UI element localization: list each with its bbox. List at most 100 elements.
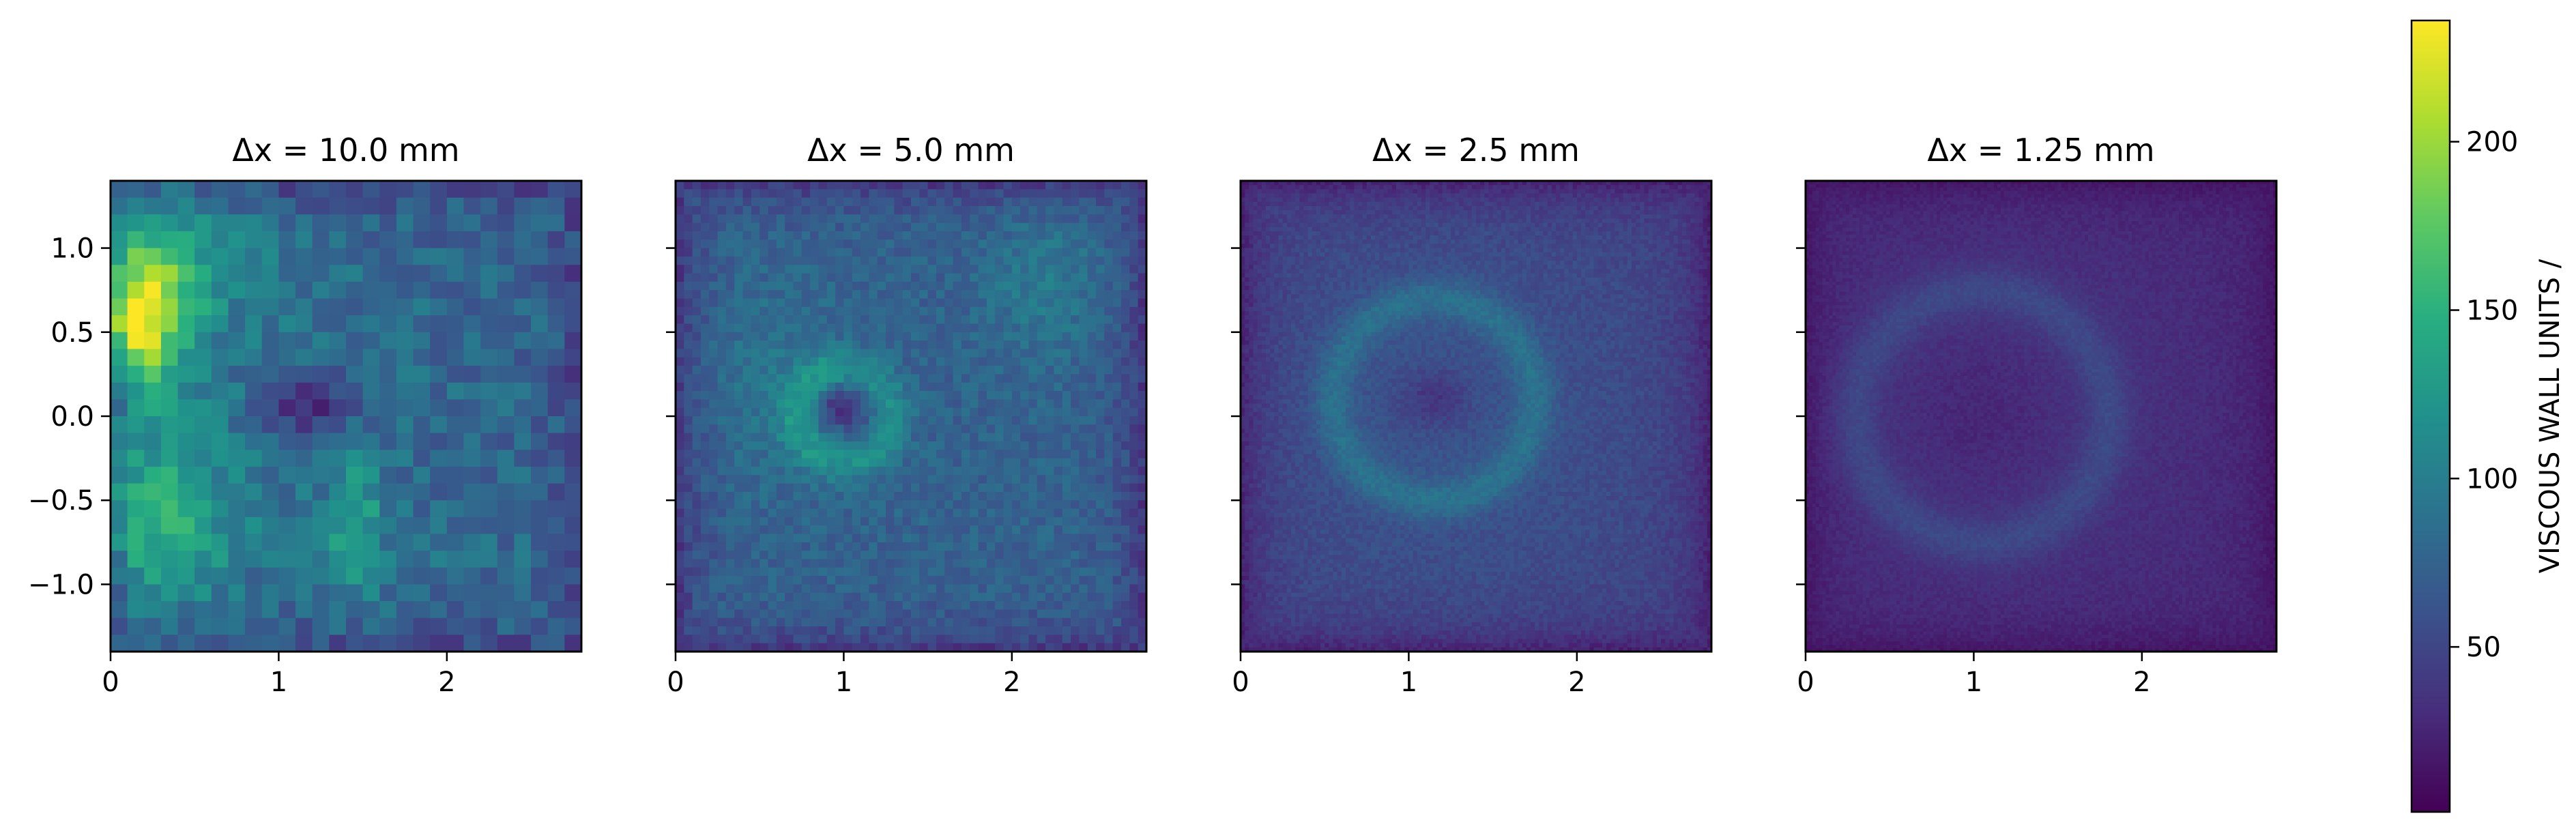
heatmap-cell bbox=[1370, 218, 1376, 224]
heatmap-cell bbox=[1370, 201, 1376, 207]
heatmap-cell bbox=[902, 306, 912, 316]
heatmap-cell bbox=[228, 433, 246, 450]
heatmap-cell bbox=[970, 374, 979, 383]
heatmap-cell bbox=[1087, 525, 1097, 535]
heatmap-cell bbox=[676, 424, 684, 434]
heatmap-cell bbox=[676, 290, 684, 300]
heatmap-cell bbox=[1438, 197, 1443, 203]
heatmap-cell bbox=[902, 366, 912, 375]
heatmap-cell bbox=[700, 214, 710, 224]
heatmap-cell bbox=[911, 592, 920, 602]
heatmap-cell bbox=[894, 205, 903, 215]
heatmap-cell bbox=[843, 584, 853, 594]
heatmap-cell bbox=[742, 635, 752, 644]
heatmap-cell bbox=[1054, 475, 1063, 484]
heatmap-cell bbox=[785, 567, 794, 577]
heatmap-cell bbox=[1354, 214, 1359, 220]
heatmap-cell bbox=[1129, 475, 1139, 484]
heatmap-cell bbox=[261, 281, 280, 300]
heatmap-cell bbox=[785, 542, 794, 551]
heatmap-cell bbox=[1274, 193, 1279, 199]
heatmap-cell bbox=[709, 256, 719, 265]
heatmap-cell bbox=[127, 399, 145, 417]
heatmap-cell bbox=[430, 248, 448, 265]
heatmap-cell bbox=[902, 559, 912, 568]
heatmap-cell bbox=[1037, 231, 1046, 240]
heatmap-cell bbox=[1241, 201, 1245, 207]
heatmap-cell bbox=[1011, 332, 1021, 341]
heatmap-cell bbox=[362, 433, 380, 450]
heatmap-cell bbox=[986, 256, 996, 265]
heatmap-cell bbox=[261, 399, 280, 417]
heatmap-cell bbox=[1096, 450, 1105, 459]
heatmap-cell bbox=[970, 508, 979, 518]
heatmap-cell bbox=[1303, 193, 1309, 199]
heatmap-cell bbox=[801, 306, 811, 316]
heatmap-cell bbox=[1062, 450, 1071, 459]
heatmap-cell bbox=[295, 366, 313, 383]
heatmap-cell bbox=[1636, 193, 1640, 199]
heatmap-cell bbox=[986, 290, 996, 300]
heatmap-cell bbox=[810, 189, 820, 199]
heatmap-cell bbox=[1375, 181, 1380, 186]
heatmap-cell bbox=[1325, 214, 1329, 220]
heatmap-cell bbox=[1045, 525, 1055, 535]
heatmap-cell bbox=[970, 340, 979, 350]
heatmap-cell bbox=[1463, 189, 1468, 194]
heatmap-cell bbox=[1471, 205, 1477, 211]
heatmap-cell bbox=[911, 205, 920, 215]
heatmap-cell bbox=[1011, 584, 1021, 594]
heatmap-cell bbox=[278, 466, 296, 484]
heatmap-cell bbox=[1028, 584, 1038, 594]
heatmap-cell bbox=[1054, 609, 1063, 619]
heatmap-cell bbox=[902, 239, 912, 249]
heatmap-cell bbox=[1112, 601, 1122, 610]
heatmap-cell bbox=[793, 483, 802, 493]
heatmap-cell bbox=[396, 382, 414, 400]
heatmap-cell bbox=[927, 491, 937, 501]
heatmap-cell bbox=[1045, 491, 1055, 501]
heatmap-cell bbox=[709, 315, 719, 325]
heatmap-cell bbox=[1028, 357, 1038, 366]
heatmap-cell bbox=[1071, 222, 1080, 232]
heatmap-cell bbox=[1615, 210, 1620, 215]
heatmap-cell bbox=[1129, 609, 1139, 619]
heatmap-cell bbox=[1087, 542, 1097, 551]
heatmap-cell bbox=[1417, 205, 1422, 211]
heatmap-cell bbox=[1037, 248, 1046, 257]
heatmap-cell bbox=[700, 315, 710, 325]
heatmap-cell bbox=[1325, 197, 1329, 203]
heatmap-cell bbox=[995, 332, 1004, 341]
heatmap-cell bbox=[1518, 197, 1523, 203]
heatmap-cell bbox=[1028, 500, 1038, 510]
heatmap-cell bbox=[684, 617, 693, 627]
heatmap-cell bbox=[1138, 399, 1147, 409]
heatmap-cell bbox=[810, 265, 820, 274]
heatmap-cell bbox=[776, 374, 785, 383]
heatmap-cell bbox=[700, 416, 710, 425]
heatmap-cell bbox=[676, 508, 684, 518]
heatmap-cell bbox=[742, 407, 752, 417]
heatmap-cell bbox=[1121, 357, 1130, 366]
heatmap-cell bbox=[531, 534, 549, 551]
heatmap-cell bbox=[1316, 201, 1321, 207]
heatmap-cell bbox=[1597, 189, 1603, 194]
heatmap-cell bbox=[1509, 181, 1515, 186]
heatmap-cell bbox=[1602, 205, 1607, 211]
heatmap-cell bbox=[692, 576, 701, 585]
heatmap-cell bbox=[684, 197, 693, 207]
heatmap-cell bbox=[986, 584, 996, 594]
heatmap-cell bbox=[211, 551, 229, 568]
heatmap-cell bbox=[463, 433, 481, 450]
heatmap-cell bbox=[379, 517, 397, 535]
heatmap-cell bbox=[177, 635, 195, 652]
heatmap-cell bbox=[725, 491, 735, 501]
heatmap-cell bbox=[776, 450, 785, 459]
heatmap-cell bbox=[413, 617, 431, 635]
heatmap-cell bbox=[860, 181, 869, 190]
heatmap-cell bbox=[278, 416, 296, 434]
heatmap-cell bbox=[818, 281, 828, 291]
heatmap-cell bbox=[742, 551, 752, 560]
heatmap-cell bbox=[1509, 201, 1515, 207]
heatmap-cell bbox=[927, 567, 937, 577]
